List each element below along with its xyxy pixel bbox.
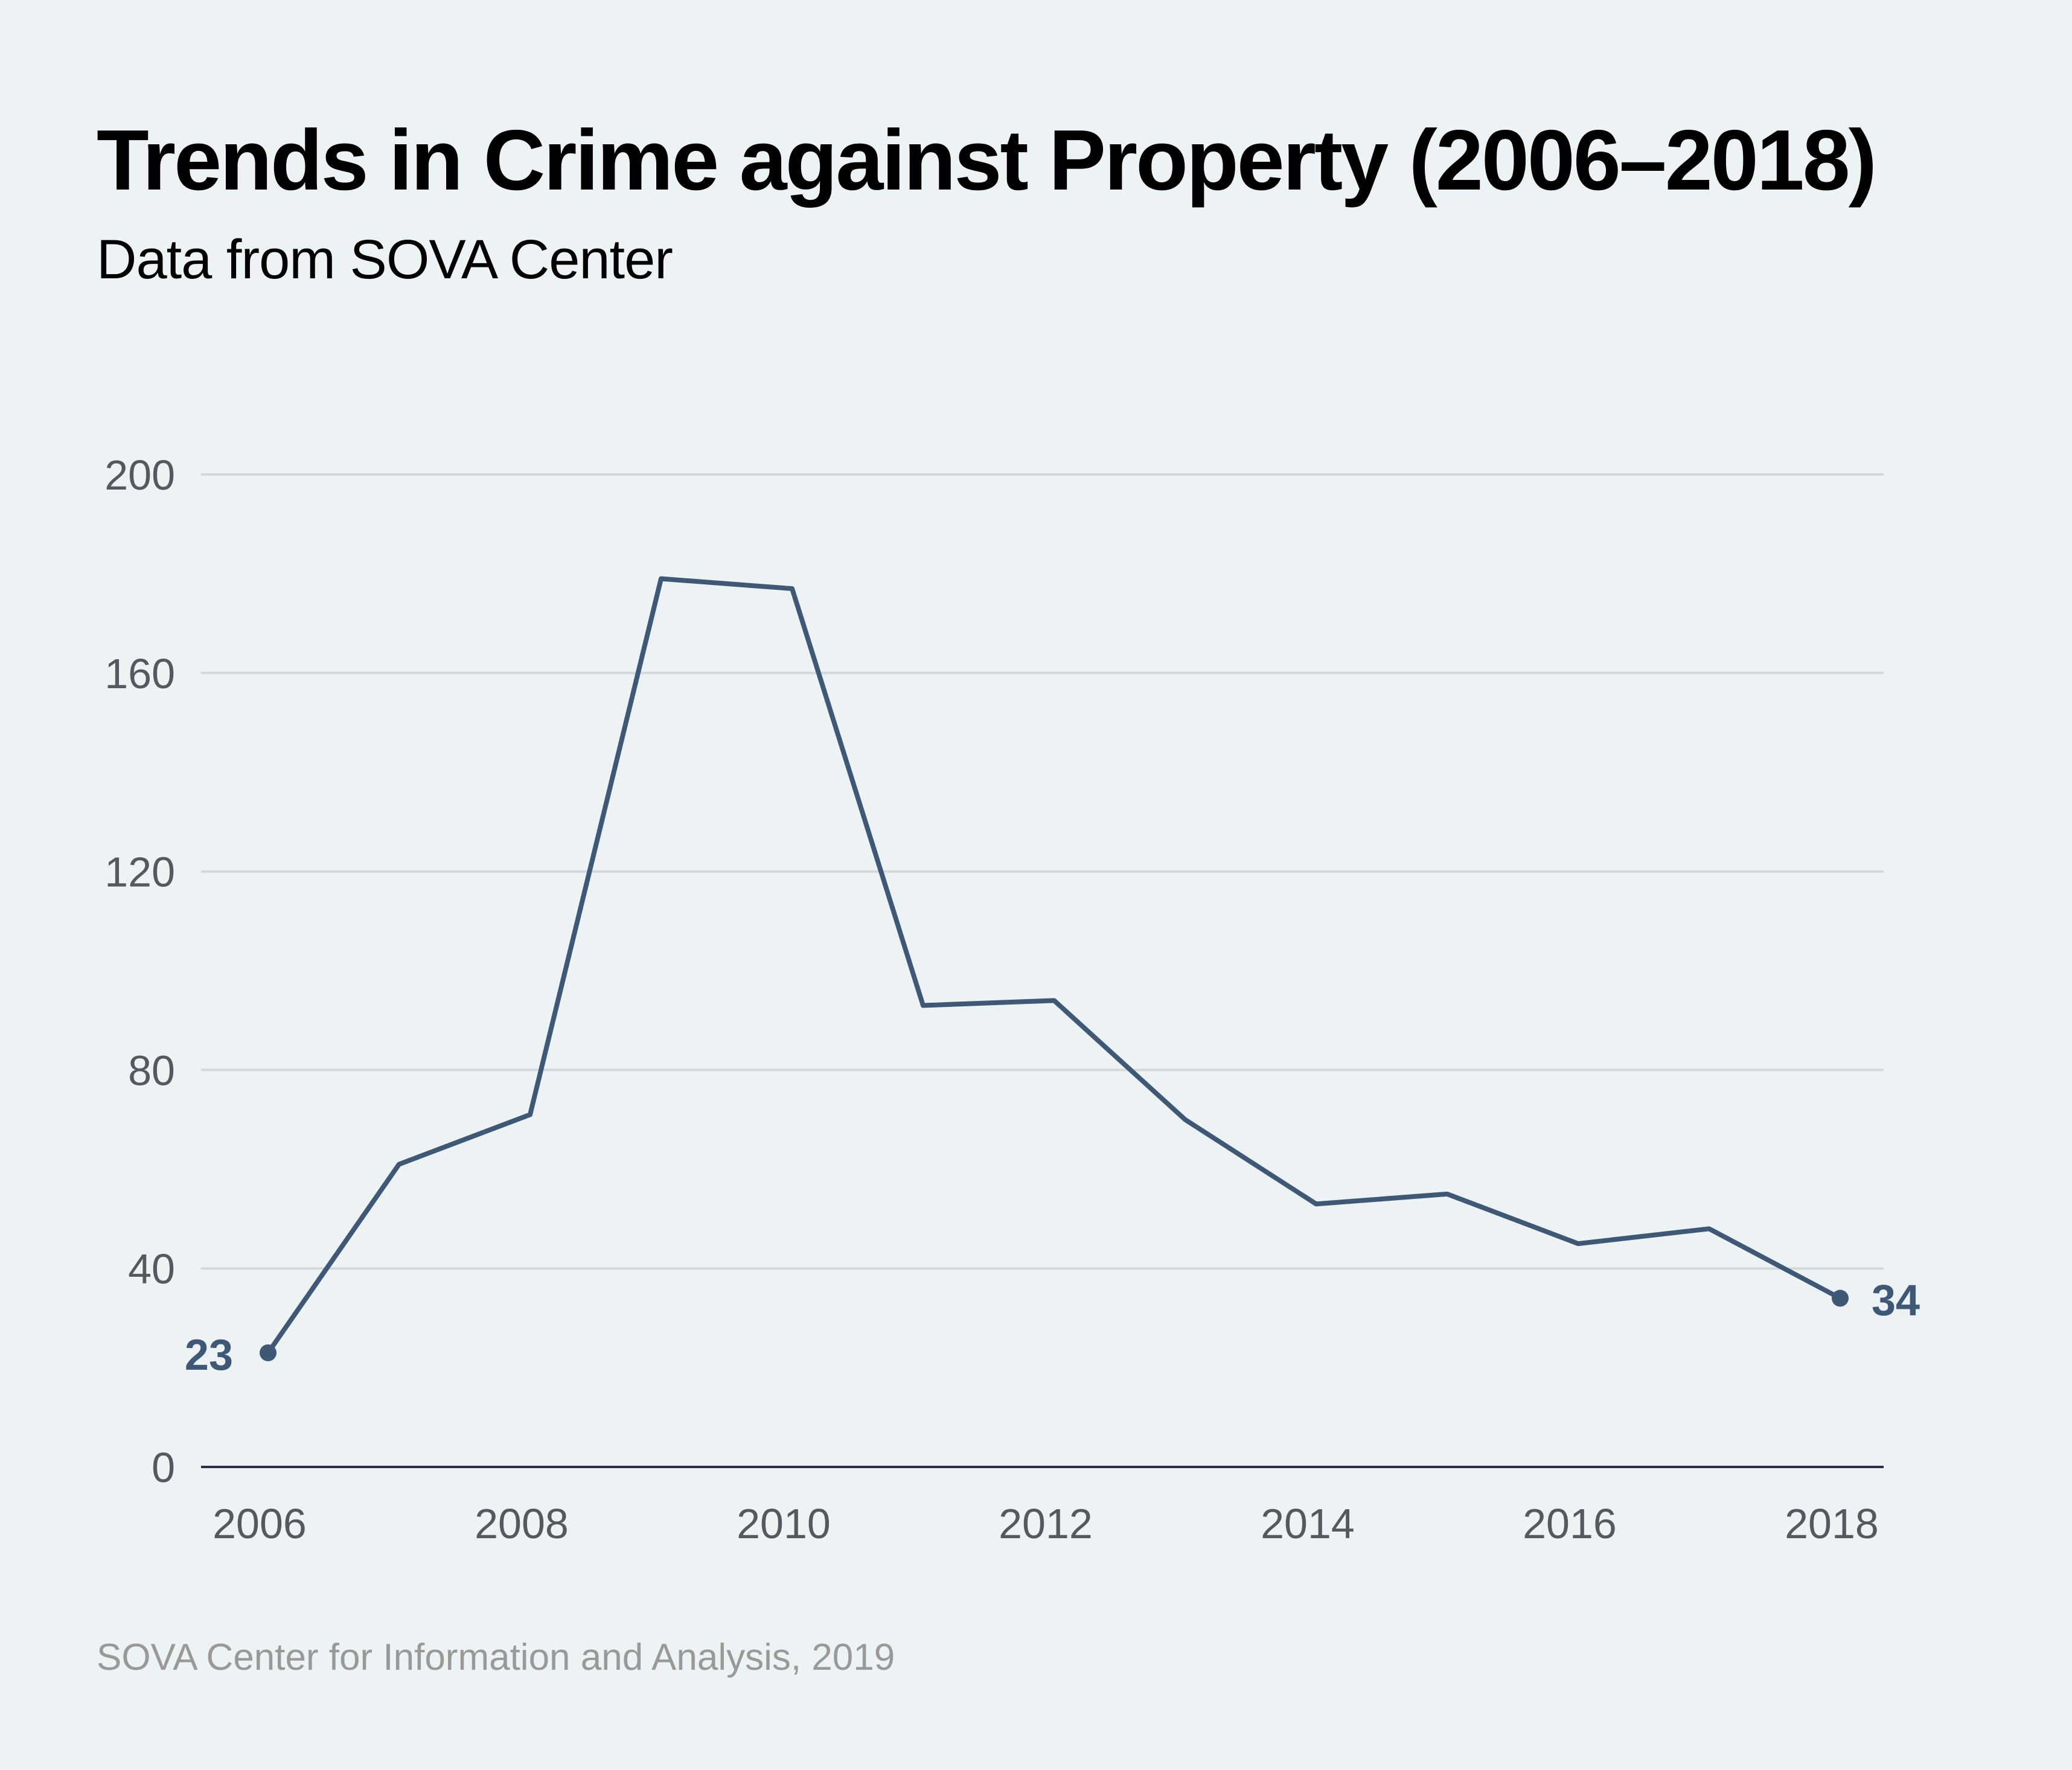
- y-tick-label: 120: [104, 849, 175, 896]
- y-tick-label: 80: [128, 1047, 175, 1094]
- series-line: [266, 576, 1843, 1355]
- x-tick-label: 2008: [475, 1500, 569, 1547]
- x-tick-label: 2012: [999, 1500, 1093, 1547]
- data-points: [260, 1289, 1849, 1361]
- y-tick-label: 200: [104, 452, 175, 499]
- data-point-marker: [1832, 1289, 1849, 1307]
- y-tick-label: 40: [128, 1245, 175, 1292]
- data-label: 34: [1872, 1277, 1920, 1325]
- data-labels: 23 34: [185, 1277, 1920, 1379]
- chart-title: Trends in Crime against Property (2006–2…: [97, 112, 1877, 208]
- y-axis-ticks: 0 40 80 120 160 200: [104, 452, 175, 1491]
- gridlines: [201, 473, 1884, 1270]
- x-tick-label: 2006: [213, 1500, 307, 1547]
- source-footer: SOVA Center for Information and Analysis…: [97, 1637, 895, 1678]
- y-tick-label: 160: [104, 650, 175, 697]
- x-tick-label: 2010: [737, 1500, 831, 1547]
- x-tick-label: 2018: [1785, 1500, 1879, 1547]
- chart-subtitle: Data from SOVA Center: [97, 229, 673, 290]
- y-tick-label: 0: [152, 1444, 175, 1491]
- data-point-marker: [260, 1344, 277, 1361]
- x-tick-label: 2014: [1261, 1500, 1355, 1547]
- data-label: 23: [185, 1331, 233, 1379]
- x-tick-label: 2016: [1523, 1500, 1617, 1547]
- x-axis-ticks: 2006 2008 2010 2012 2014 2016 2018: [213, 1500, 1879, 1547]
